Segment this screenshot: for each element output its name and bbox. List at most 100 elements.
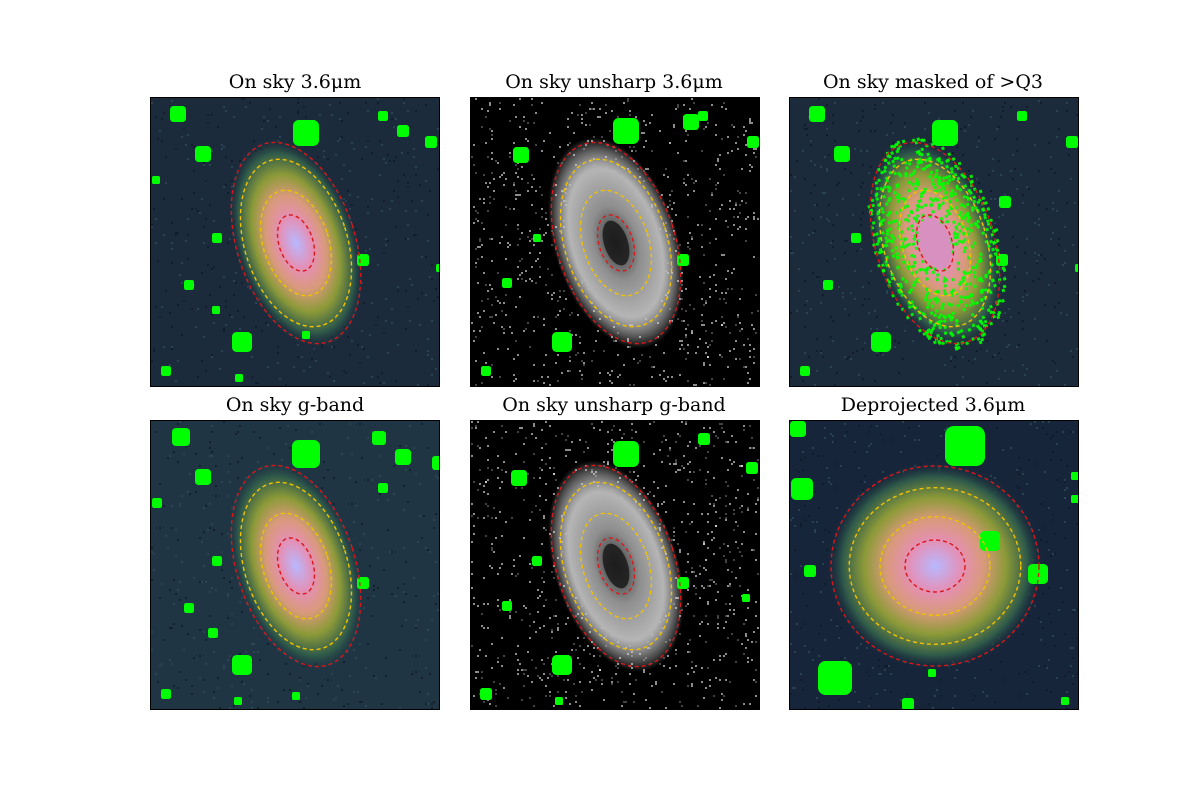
star-mask xyxy=(184,280,194,290)
star-mask xyxy=(161,366,171,376)
star-masks xyxy=(800,106,1078,376)
star-mask xyxy=(804,565,816,577)
galaxy-image-unsharp-g-band xyxy=(471,421,759,709)
panel-title-6: Deprojected 3.6μm xyxy=(840,394,1026,416)
panel-frame xyxy=(470,97,760,387)
star-mask xyxy=(834,146,850,162)
star-mask xyxy=(184,603,194,613)
panel-image-3 xyxy=(789,97,1079,387)
galaxy-image-3.6um xyxy=(151,98,439,386)
panel-image-2 xyxy=(470,97,760,387)
middle-isophote-contour xyxy=(848,486,1022,646)
star-mask xyxy=(698,111,708,121)
star-mask xyxy=(555,697,563,705)
panel-title-3: On sky masked of >Q3 xyxy=(822,71,1044,93)
star-masks xyxy=(480,433,758,705)
star-mask xyxy=(809,106,825,122)
middle-isophote-contour xyxy=(239,481,353,651)
star-masks xyxy=(152,428,439,705)
panel-image-6 xyxy=(789,420,1079,710)
panel-title-2: On sky unsharp 3.6μm xyxy=(505,71,723,93)
star-mask xyxy=(790,421,806,437)
star-mask xyxy=(357,254,369,266)
star-mask xyxy=(851,233,861,243)
star-mask xyxy=(791,478,813,500)
panel-title-4: On sky g-band xyxy=(225,394,365,416)
star-mask xyxy=(232,655,252,675)
inner-yellow-contour xyxy=(259,512,333,620)
star-mask xyxy=(613,118,639,144)
star-mask xyxy=(513,147,529,163)
star-mask xyxy=(902,698,914,709)
middle-isophote-contour xyxy=(559,481,673,651)
galaxy-body xyxy=(228,137,364,349)
star-mask xyxy=(212,556,222,566)
star-mask xyxy=(234,697,242,705)
star-mask xyxy=(152,498,162,508)
star-mask xyxy=(432,456,439,470)
star-mask xyxy=(212,306,220,314)
star-mask xyxy=(152,176,160,184)
star-mask xyxy=(195,469,211,485)
star-mask xyxy=(212,233,222,243)
star-mask xyxy=(292,440,320,468)
outer-isophote-contour xyxy=(550,141,682,345)
middle-isophote-contour xyxy=(878,158,992,328)
star-mask xyxy=(677,577,689,589)
star-mask xyxy=(800,366,810,376)
star-masks xyxy=(152,106,439,382)
star-mask xyxy=(436,264,439,272)
star-mask xyxy=(613,441,639,467)
inner-yellow-contour xyxy=(879,515,991,616)
inner-yellow-contour xyxy=(259,189,333,297)
galaxy-image-g-band xyxy=(151,421,439,709)
star-mask xyxy=(1075,264,1078,272)
galaxy-core xyxy=(918,217,952,269)
panel-title-1: On sky 3.6μm xyxy=(228,71,362,93)
inner-isophote-contour xyxy=(596,214,636,272)
inner-isophote-contour xyxy=(596,537,636,595)
star-mask xyxy=(999,196,1011,208)
galaxy-core xyxy=(602,220,630,266)
star-mask xyxy=(552,332,572,352)
outer-isophote-contour xyxy=(830,465,1040,667)
star-mask xyxy=(871,332,891,352)
galaxy-image-unsharp-3.6um xyxy=(471,98,759,386)
star-mask xyxy=(532,556,542,566)
star-mask xyxy=(928,669,936,677)
star-mask xyxy=(395,449,411,465)
star-mask xyxy=(357,577,369,589)
star-mask xyxy=(208,628,218,638)
star-mask xyxy=(823,280,833,290)
outer-isophote-contour xyxy=(230,141,362,345)
star-mask xyxy=(698,433,710,445)
inner-isophote-contour xyxy=(904,539,966,593)
star-mask xyxy=(677,254,689,266)
star-mask xyxy=(996,254,1008,266)
outer-isophote-contour xyxy=(230,464,362,668)
star-mask xyxy=(945,426,985,466)
star-mask xyxy=(1071,472,1078,480)
star-mask xyxy=(1066,136,1078,148)
galaxy-image-masked xyxy=(790,98,1078,386)
inner-isophote-contour xyxy=(915,214,955,272)
inner-yellow-contour xyxy=(579,189,653,297)
star-mask xyxy=(481,366,491,376)
masked-pixels xyxy=(867,137,1007,351)
star-mask xyxy=(292,692,300,700)
star-mask xyxy=(293,120,319,146)
star-mask xyxy=(1061,697,1069,705)
star-mask xyxy=(1071,495,1078,503)
middle-isophote-contour xyxy=(239,158,353,328)
star-masks xyxy=(481,111,759,376)
panel-frame xyxy=(470,420,760,710)
panel-image-4 xyxy=(150,420,440,710)
star-mask xyxy=(161,689,171,699)
star-mask xyxy=(1017,111,1027,121)
star-mask xyxy=(378,483,388,493)
panel-frame xyxy=(150,97,440,387)
star-mask xyxy=(195,146,211,162)
panel-frame xyxy=(789,420,1079,710)
panel-title-5: On sky unsharp g-band xyxy=(502,394,726,416)
star-mask xyxy=(378,111,388,121)
